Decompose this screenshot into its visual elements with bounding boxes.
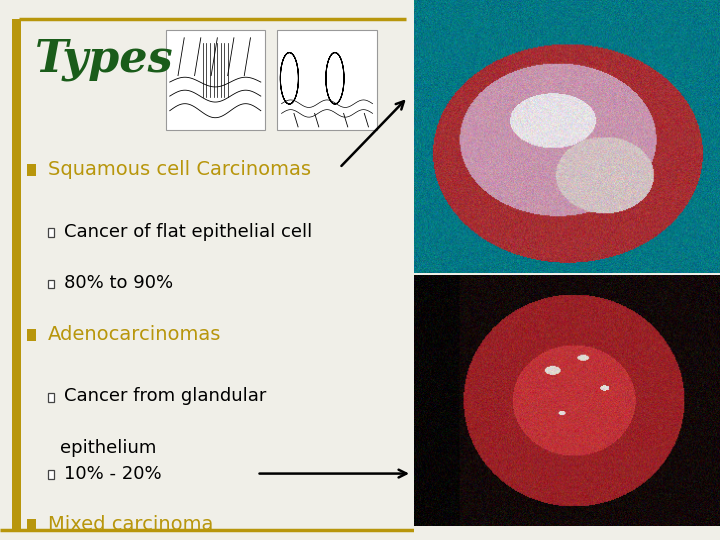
- Bar: [12, 19, 21, 530]
- Bar: [48, 470, 54, 479]
- Bar: [27, 519, 36, 531]
- Text: Cancer of flat epithelial cell: Cancer of flat epithelial cell: [64, 222, 312, 241]
- Text: Adenocarcinomas: Adenocarcinomas: [48, 325, 221, 344]
- Text: Mixed carcinoma: Mixed carcinoma: [48, 515, 213, 535]
- Text: 10% - 20%: 10% - 20%: [64, 464, 162, 483]
- Text: Squamous cell Carcinomas: Squamous cell Carcinomas: [48, 160, 310, 179]
- Bar: [27, 164, 36, 176]
- Bar: [48, 393, 54, 402]
- Bar: [48, 228, 54, 237]
- Bar: [48, 280, 54, 288]
- Text: 80% to 90%: 80% to 90%: [64, 274, 174, 292]
- Text: Cancer from glandular: Cancer from glandular: [64, 387, 266, 406]
- Bar: [166, 30, 265, 130]
- Bar: [27, 329, 36, 341]
- Text: epithelium: epithelium: [60, 438, 156, 457]
- Bar: [277, 30, 377, 130]
- Text: Types: Types: [35, 38, 174, 81]
